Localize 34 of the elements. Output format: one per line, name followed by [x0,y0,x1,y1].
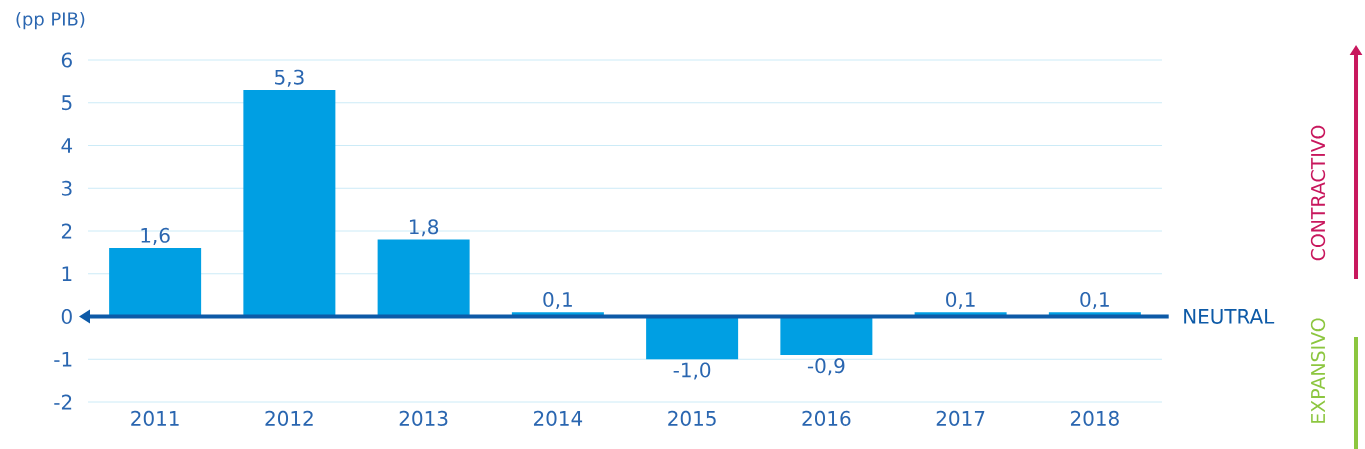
x-tick-label: 2015 [668,410,716,426]
x-tick-label: 2012 [265,410,313,426]
y-tick-label: 6 [61,52,72,68]
x-tick-label: 2014 [533,410,583,426]
x-tick-label: 2016 [802,410,851,426]
y-tick-label: 3 [62,180,72,196]
text: EXPANSIVO [1310,318,1326,423]
data-label: 5,3 [275,69,304,87]
ref-line-label: NEUTRAL [1184,309,1275,324]
bar [780,316,873,355]
y-tick-label: 4 [61,138,73,153]
x-tick-label: 2013 [399,410,448,426]
bar [109,248,202,317]
y-tick-label: 0 [61,308,72,325]
y-tick-label: 1 [62,266,72,282]
y-tick-label: 5 [62,95,72,111]
data-label: 0,1 [1080,291,1109,310]
bar [377,239,470,317]
x-tick-label: 2018 [1070,410,1119,426]
data-label: -0,9 [807,358,845,376]
bar [646,316,739,360]
data-label: 1,8 [409,219,439,237]
text: CONTRACTIVO [1310,125,1326,261]
data-label: 1,6 [141,227,170,245]
y-tick-label: -2 [54,394,72,410]
data-label: -1,0 [673,362,711,380]
data-label: 0,1 [946,291,975,310]
y-axis-title: (pp PIB) [16,11,85,30]
x-tick-label: 2017 [936,410,985,426]
y-tick-label: -1 [54,352,72,367]
y-tick-label: 2 [61,223,72,239]
bar [243,89,336,317]
x-tick-label: 2011 [131,410,179,426]
data-label: 0,1 [543,291,572,310]
